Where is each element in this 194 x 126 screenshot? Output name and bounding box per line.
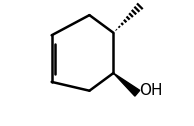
- Text: OH: OH: [139, 83, 163, 98]
- Polygon shape: [113, 73, 140, 96]
